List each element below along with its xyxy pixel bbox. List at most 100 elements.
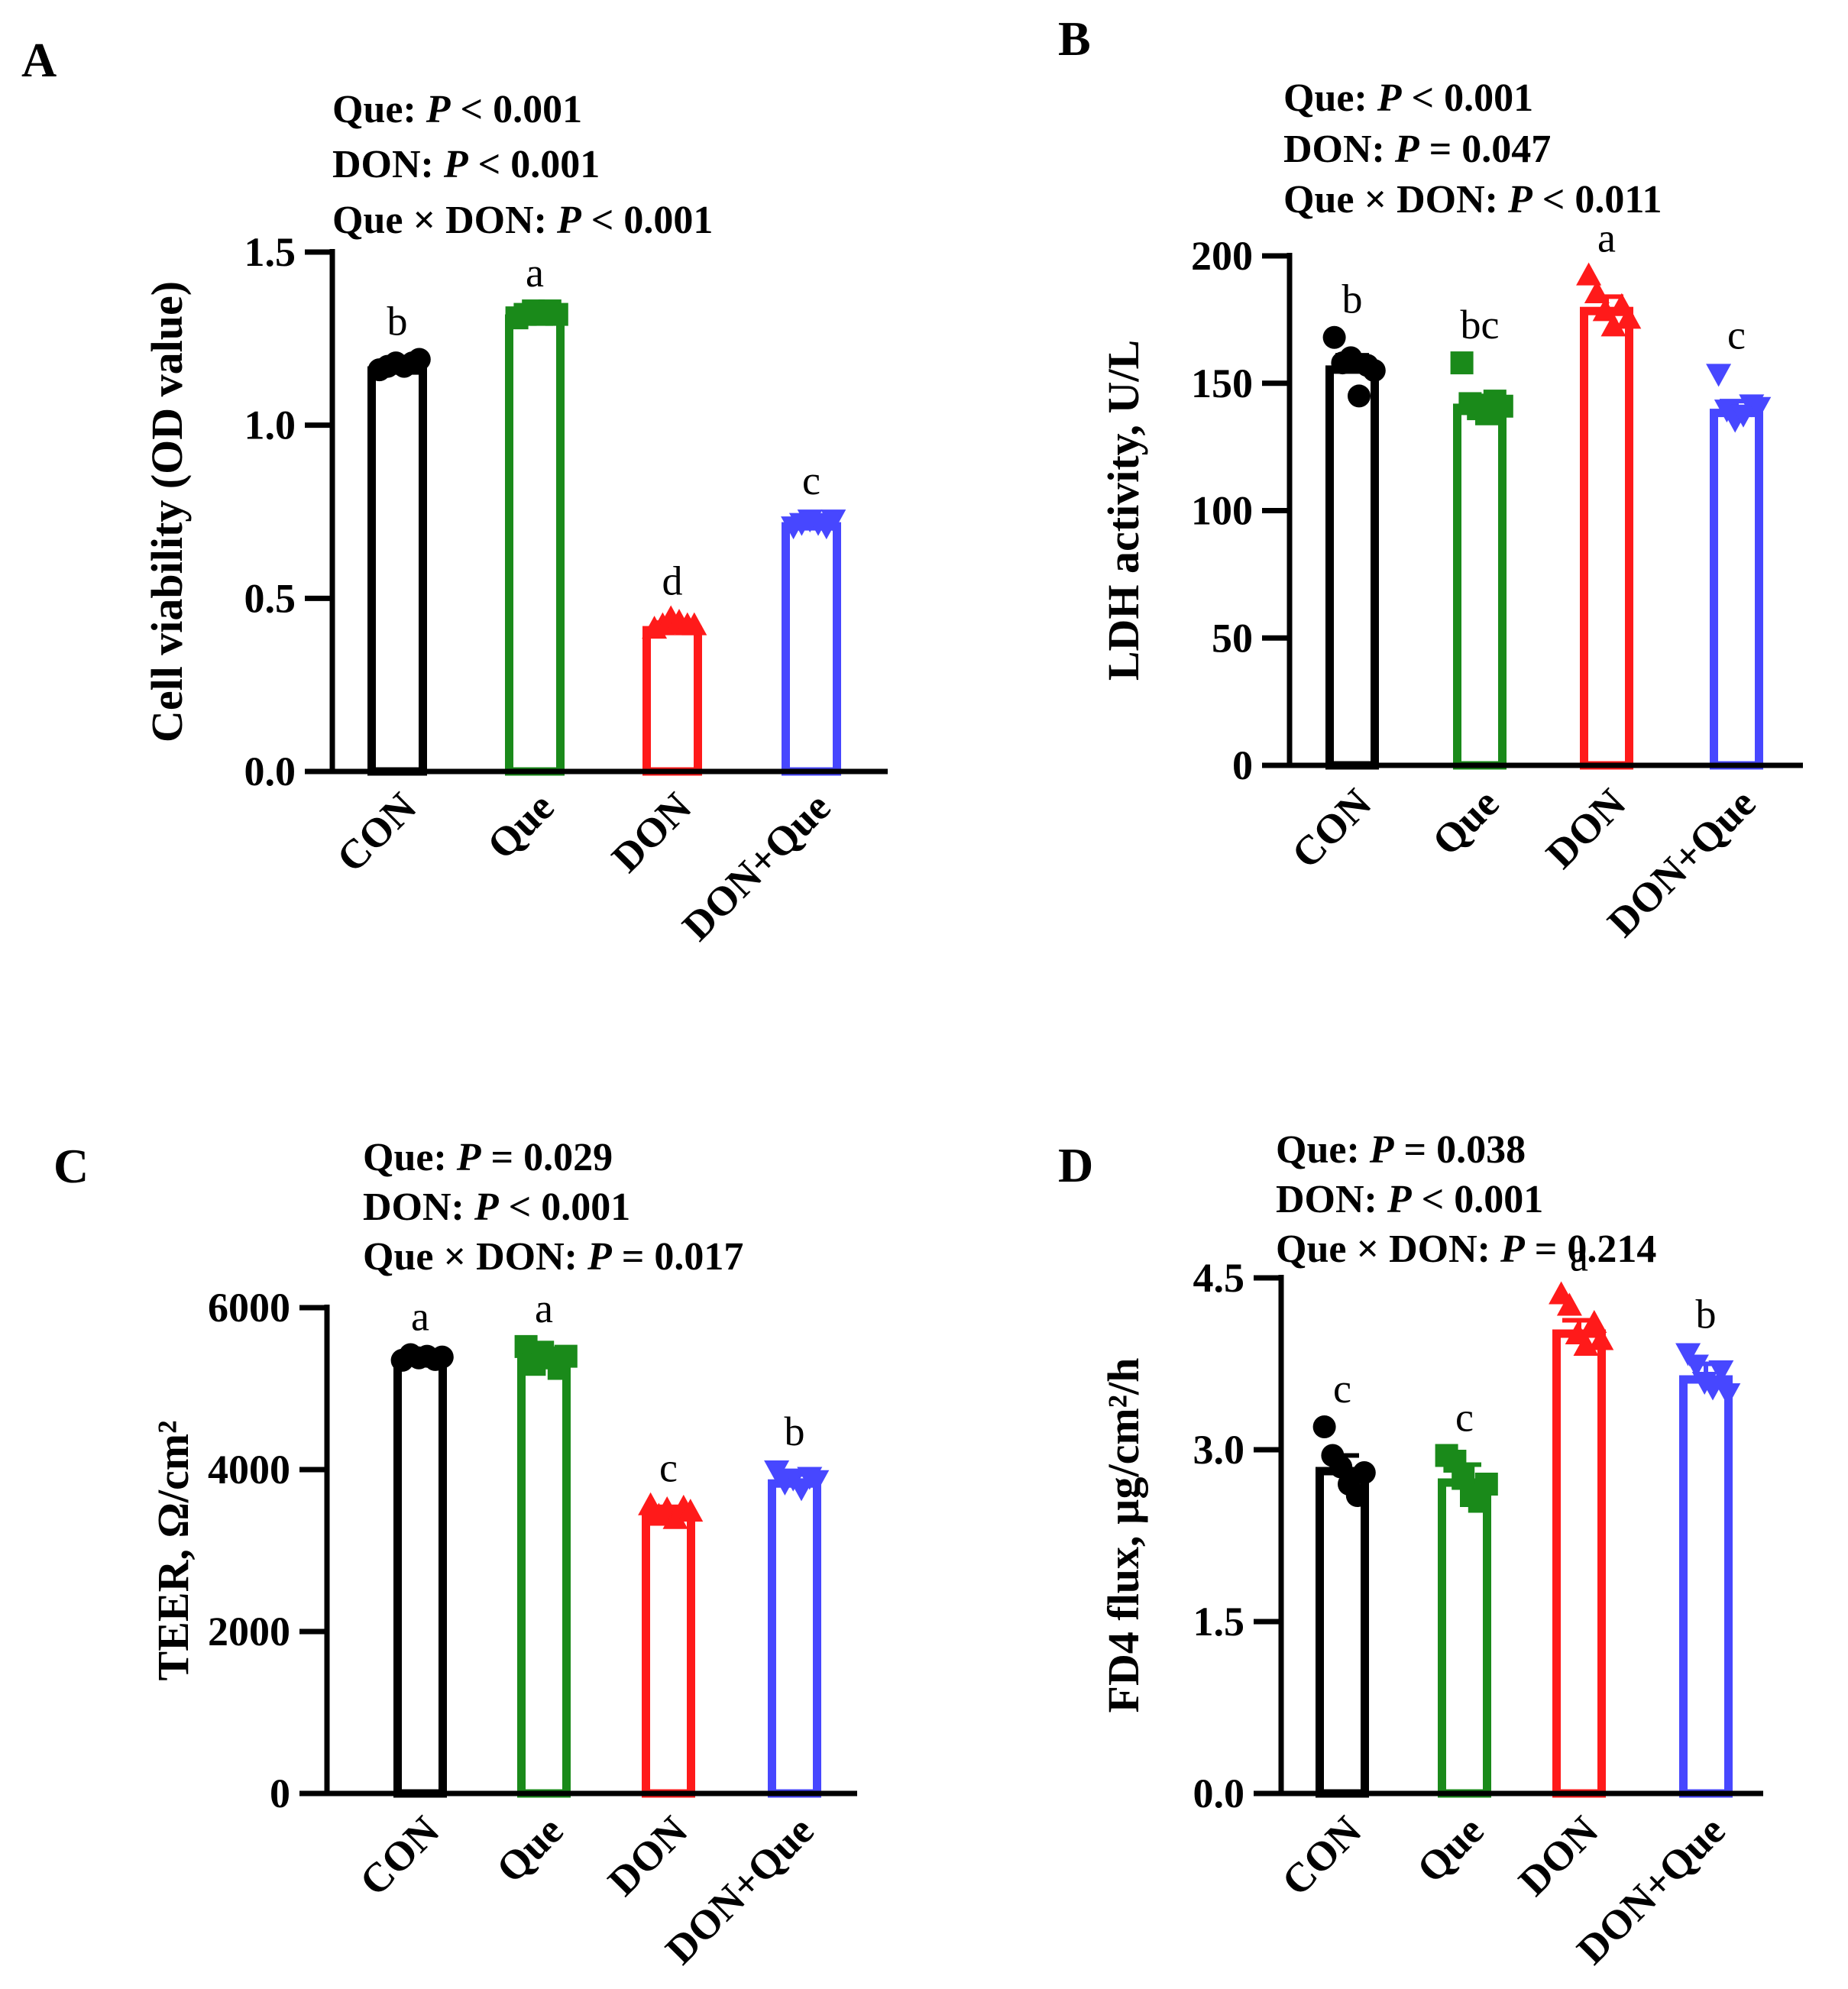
y-tick-label: 200 xyxy=(1191,233,1253,279)
data-point xyxy=(1616,306,1642,329)
significance-letter: a xyxy=(1597,215,1616,261)
y-tick-label: 1.0 xyxy=(244,403,296,448)
significance-letter: a xyxy=(1570,1234,1588,1280)
stat-value: = 0.029 xyxy=(481,1136,613,1179)
data-point xyxy=(1490,394,1513,418)
y-tick-label: 4000 xyxy=(208,1447,290,1493)
stat-term: Que × DON: xyxy=(1276,1227,1500,1271)
bar-que xyxy=(1438,1478,1491,1798)
stat-value: < 0.001 xyxy=(499,1185,631,1229)
significance-letter: a xyxy=(526,250,544,296)
bar-don xyxy=(642,1512,695,1798)
stat-term: Que × DON: xyxy=(1283,178,1508,222)
y-tick-label: 50 xyxy=(1212,615,1253,661)
bar-con xyxy=(1325,365,1379,770)
data-point xyxy=(820,509,846,533)
stat-term: Que: xyxy=(1283,76,1377,120)
y-tick-label: 0.0 xyxy=(1193,1771,1245,1816)
bar-con xyxy=(1316,1467,1369,1798)
stat-line: DON: P = 0.047 xyxy=(1283,128,1551,171)
bar-que xyxy=(505,314,565,776)
data-point xyxy=(554,1344,578,1368)
y-tick-label: 4.5 xyxy=(1193,1255,1245,1301)
y-tick-label: 1.5 xyxy=(1193,1599,1245,1645)
data-point xyxy=(1322,325,1346,349)
data-point xyxy=(1581,1310,1607,1333)
data-point xyxy=(545,302,568,326)
stat-term: Que × DON: xyxy=(332,199,557,242)
stat-line: Que: P = 0.038 xyxy=(1276,1128,1526,1172)
data-point xyxy=(1352,1461,1376,1484)
stat-p-symbol: P xyxy=(456,1136,482,1179)
stat-term: DON: xyxy=(363,1185,474,1229)
stat-value: = 0.017 xyxy=(612,1235,744,1279)
stat-value: < 0.001 xyxy=(1412,1178,1544,1221)
stat-line: Que × DON: P < 0.011 xyxy=(1283,178,1662,222)
y-axis-label: TEER, Ω/cm² xyxy=(148,1421,198,1681)
bar-que xyxy=(1453,403,1507,770)
data-point xyxy=(1348,384,1371,408)
significance-letter: bc xyxy=(1461,302,1500,348)
stat-p-symbol: P xyxy=(587,1235,613,1279)
bar-don-plus-que xyxy=(782,522,841,776)
stat-p-symbol: P xyxy=(1377,76,1403,120)
stat-value: = 0.038 xyxy=(1394,1128,1526,1172)
bar-don xyxy=(1580,306,1633,770)
stat-line: Que × DON: P = 0.017 xyxy=(363,1235,743,1279)
data-point xyxy=(1584,280,1610,304)
stat-term: Que: xyxy=(1276,1128,1370,1172)
y-tick-label: 0.0 xyxy=(244,749,296,794)
stat-term: DON: xyxy=(1283,128,1395,171)
stat-p-symbol: P xyxy=(556,199,582,242)
stat-value: < 0.001 xyxy=(581,199,714,242)
data-point xyxy=(1556,1292,1582,1316)
y-tick-label: 2000 xyxy=(208,1609,290,1654)
data-point xyxy=(804,1470,830,1493)
significance-letter: c xyxy=(802,458,820,503)
stat-term: DON: xyxy=(1276,1178,1387,1221)
significance-letter: b xyxy=(1696,1292,1717,1337)
significance-letter: c xyxy=(1333,1366,1351,1412)
stat-p-symbol: P xyxy=(1394,128,1420,171)
panel-letter: A xyxy=(21,33,57,87)
y-tick-label: 100 xyxy=(1191,488,1253,534)
data-point xyxy=(1329,1455,1353,1479)
significance-letter: c xyxy=(659,1445,678,1491)
data-point xyxy=(1474,1473,1498,1496)
stat-p-symbol: P xyxy=(426,88,451,131)
data-point xyxy=(1312,1415,1336,1438)
data-point xyxy=(1345,1484,1369,1507)
y-tick-label: 150 xyxy=(1191,361,1253,406)
stat-value: < 0.001 xyxy=(468,143,600,186)
y-axis-label: Cell viability (OD value) xyxy=(142,281,192,742)
data-point xyxy=(1362,359,1386,383)
stat-value: < 0.001 xyxy=(451,88,583,131)
y-tick-label: 0 xyxy=(1232,742,1253,788)
stat-value: = 0.047 xyxy=(1419,128,1552,171)
y-tick-label: 3.0 xyxy=(1193,1427,1245,1473)
stat-value: < 0.001 xyxy=(1402,76,1534,120)
stat-line: Que: P < 0.001 xyxy=(332,88,582,131)
significance-letter: b xyxy=(387,299,408,344)
bar-con xyxy=(393,1357,447,1798)
bar-don-plus-que xyxy=(1710,409,1763,770)
stat-p-symbol: P xyxy=(1369,1128,1395,1172)
bar-con xyxy=(367,366,427,776)
data-point xyxy=(407,348,431,371)
significance-letter: c xyxy=(1727,312,1746,357)
bar-don-plus-que xyxy=(768,1479,821,1798)
stat-p-symbol: P xyxy=(1500,1227,1526,1271)
stat-term: Que × DON: xyxy=(363,1235,587,1279)
stat-line: DON: P < 0.001 xyxy=(332,143,600,186)
panel-letter: D xyxy=(1058,1138,1093,1192)
y-tick-label: 6000 xyxy=(208,1285,290,1331)
stat-line: DON: P < 0.001 xyxy=(1276,1178,1543,1221)
data-point xyxy=(1588,1327,1614,1350)
stat-p-symbol: P xyxy=(443,143,469,186)
stat-p-symbol: P xyxy=(1507,178,1533,222)
data-point xyxy=(1715,1383,1741,1406)
data-point xyxy=(678,1499,704,1522)
stat-line: Que × DON: P < 0.001 xyxy=(332,199,713,242)
significance-letter: a xyxy=(535,1286,553,1331)
